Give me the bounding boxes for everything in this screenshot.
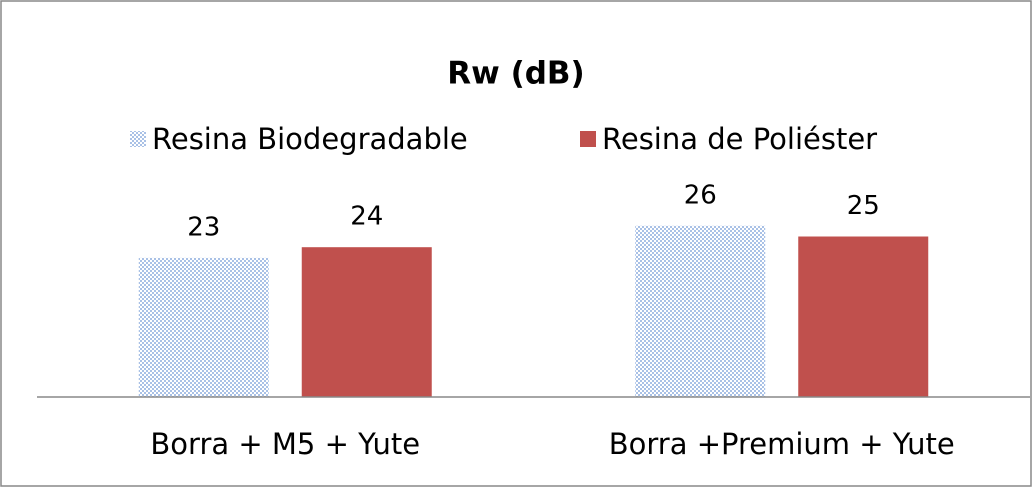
data-label: 25 <box>847 191 880 221</box>
bar <box>138 257 269 397</box>
legend-label: Resina Biodegradable <box>152 122 468 156</box>
bar <box>635 225 766 397</box>
data-label: 24 <box>350 202 383 232</box>
legend-swatch <box>580 131 596 147</box>
chart-title: Rw (dB) <box>447 56 584 92</box>
x-tick-label: Borra +Premium + Yute <box>609 427 955 461</box>
data-label: 26 <box>684 180 717 210</box>
bar <box>798 236 929 397</box>
bar <box>301 247 432 397</box>
data-label: 23 <box>187 212 220 242</box>
x-tick-label: Borra + M5 + Yute <box>150 427 420 461</box>
legend-swatch <box>130 131 146 147</box>
legend-label: Resina de Poliéster <box>602 122 877 156</box>
